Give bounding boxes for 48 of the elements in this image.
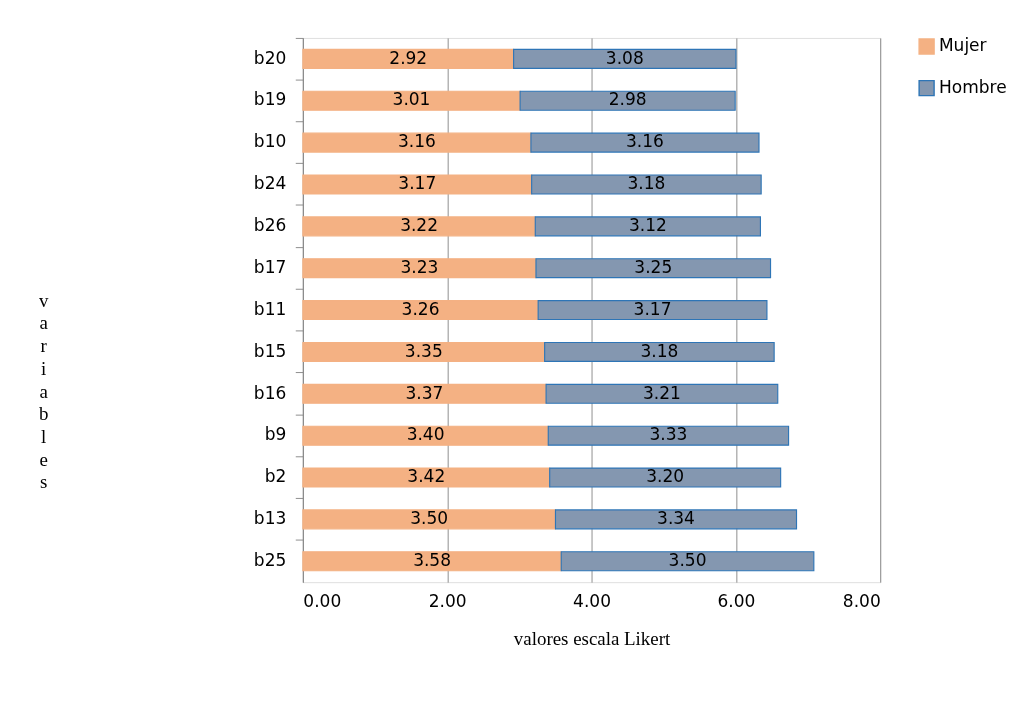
- y-tick-label: b25: [253, 550, 287, 570]
- data-label: 3.17: [633, 298, 672, 319]
- data-label: 3.18: [640, 340, 679, 361]
- y-tick-label: b15: [253, 340, 287, 361]
- data-label: 3.12: [628, 215, 667, 236]
- y-tick-label: b20: [253, 47, 287, 68]
- data-label: 3.58: [413, 550, 452, 570]
- data-label: 3.37: [405, 382, 444, 403]
- y-tick-label: b19: [253, 89, 287, 110]
- data-label: 3.01: [392, 89, 431, 110]
- y-tick-label: b10: [253, 131, 287, 152]
- data-label: 2.98: [608, 89, 647, 110]
- data-label: 3.40: [406, 424, 445, 445]
- data-label: 3.23: [400, 256, 439, 277]
- data-label: 2.92: [389, 47, 428, 68]
- data-label: 3.50: [668, 550, 707, 570]
- y-tick-label: b13: [253, 508, 287, 529]
- x-axis-title: valores escala Likert: [513, 628, 671, 650]
- data-label: 3.16: [626, 131, 664, 152]
- data-label: 3.18: [627, 173, 666, 194]
- data-label: 3.08: [605, 47, 644, 68]
- data-label: 3.42: [407, 466, 446, 487]
- data-label: 3.17: [398, 173, 437, 194]
- y-tick-label: b9: [264, 424, 287, 445]
- x-tick-label: 2.00: [428, 591, 467, 612]
- y-tick-label: b11: [253, 298, 287, 319]
- data-label: 3.25: [634, 256, 673, 277]
- data-label: 3.21: [642, 382, 681, 403]
- data-label: 3.35: [404, 340, 443, 361]
- x-tick-label: 6.00: [717, 591, 756, 612]
- legend-label: Hombre: [938, 76, 1007, 97]
- data-label: 3.50: [410, 508, 449, 529]
- data-label: 3.16: [397, 131, 436, 152]
- data-label: 3.33: [649, 424, 688, 445]
- data-label: 3.22: [400, 215, 439, 236]
- y-tick-label: b16: [253, 382, 287, 403]
- legend-label: Mujer: [938, 35, 987, 56]
- y-tick-label: b24: [253, 173, 287, 194]
- data-label: 3.26: [401, 298, 440, 319]
- data-label: 3.34: [657, 508, 695, 529]
- y-tick-label: b26: [253, 215, 287, 236]
- x-tick-label: 0.00: [303, 591, 342, 612]
- y-tick-label: b17: [253, 256, 287, 277]
- x-tick-label: 4.00: [573, 591, 611, 612]
- data-label: 3.20: [646, 466, 685, 487]
- x-tick-label: 8.00: [842, 591, 881, 612]
- y-tick-label: b2: [264, 466, 287, 487]
- text: variables: [38, 289, 49, 493]
